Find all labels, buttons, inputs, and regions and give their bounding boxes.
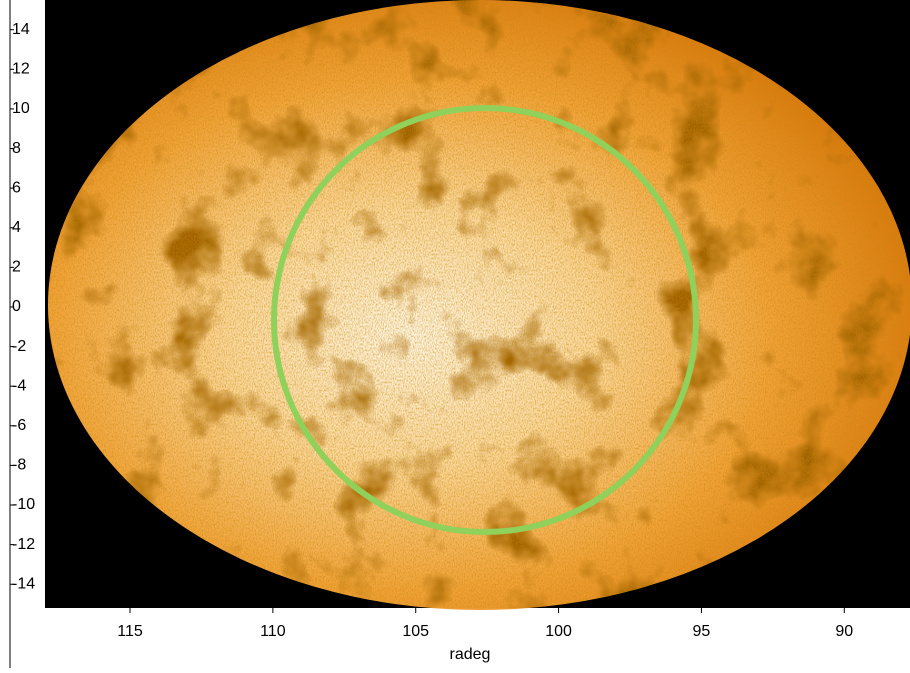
y-tick-label: 14 <box>12 21 30 38</box>
x-tick-label: 105 <box>402 623 429 640</box>
y-tick-label: -12 <box>12 536 35 553</box>
x-tick-label: 90 <box>835 623 853 640</box>
y-tick-label: 0 <box>12 298 21 315</box>
y-tick-label: 10 <box>12 100 30 117</box>
chart: radeg 115 110 105 100 95 90 14 12 10 8 6 4 2 0 -2 -4 -6 -… <box>0 0 910 668</box>
noise <box>45 0 910 608</box>
x-tick-label: 95 <box>693 623 711 640</box>
y-tick-label: 8 <box>12 140 21 157</box>
y-tick-label: -2 <box>12 338 26 355</box>
x-tick-label: 110 <box>260 623 286 640</box>
y-tick-label: -6 <box>12 417 26 434</box>
y-tick-label: 12 <box>12 61 30 78</box>
y-tick-label: 6 <box>12 179 21 196</box>
x-axis-label: radeg <box>450 646 491 663</box>
sky-texture <box>45 0 910 608</box>
y-tick-label: -14 <box>12 575 35 592</box>
y-tick-label: -8 <box>12 457 26 474</box>
y-tick-label: 4 <box>12 219 21 236</box>
x-tick-label: 115 <box>117 623 143 640</box>
x-tick-label: 100 <box>545 623 572 640</box>
y-tick-label: -4 <box>12 377 26 394</box>
y-tick-label: -10 <box>12 496 35 513</box>
y-tick-label: 2 <box>12 259 21 276</box>
